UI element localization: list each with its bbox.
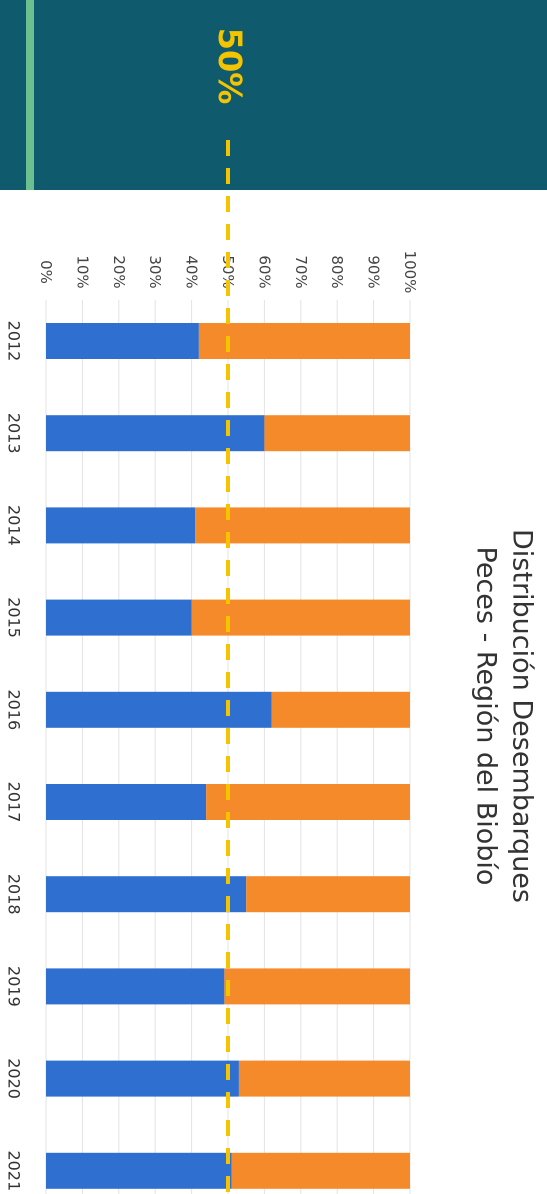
value-tick-label: 50% bbox=[219, 255, 237, 288]
bar-segment bbox=[46, 968, 225, 1005]
value-tick-label: 60% bbox=[255, 255, 273, 288]
bar-segment bbox=[191, 599, 410, 636]
bar-segment bbox=[46, 323, 199, 359]
bar-segment bbox=[238, 1060, 410, 1097]
bar-segment bbox=[195, 507, 410, 544]
bar-segment bbox=[46, 876, 247, 913]
bar-segment bbox=[46, 1060, 239, 1097]
value-tick-label: 20% bbox=[110, 255, 128, 288]
bar-segment bbox=[198, 323, 410, 359]
value-tick-label: 70% bbox=[292, 255, 310, 288]
bar-segment bbox=[46, 415, 265, 452]
bar-segment bbox=[46, 507, 196, 544]
header-banner: 50% bbox=[0, 0, 547, 190]
bar-segment bbox=[246, 876, 410, 913]
category-label: 2012 bbox=[5, 321, 24, 362]
category-label: 2016 bbox=[5, 689, 24, 730]
chart-title-line: Distribución Desembarques bbox=[507, 529, 538, 903]
value-tick-label: 30% bbox=[146, 255, 164, 288]
banner-accent-stripe bbox=[26, 0, 34, 190]
value-tick-label: 80% bbox=[328, 255, 346, 288]
bar-segment bbox=[264, 415, 410, 452]
value-tick-label: 40% bbox=[183, 255, 201, 288]
bar-segment bbox=[224, 968, 410, 1005]
value-tick-label: 0% bbox=[37, 260, 55, 284]
category-label: 2015 bbox=[5, 597, 24, 638]
category-label: 2013 bbox=[5, 413, 24, 454]
category-label: 2019 bbox=[5, 966, 24, 1007]
category-label: 2017 bbox=[5, 782, 24, 823]
value-tick-label: 90% bbox=[365, 255, 383, 288]
bar-segment bbox=[46, 691, 272, 728]
bar-segment bbox=[46, 1152, 232, 1189]
bar-segment bbox=[46, 784, 207, 820]
category-label: 2014 bbox=[5, 505, 24, 546]
chart-title-line: Peces - Región del Biobío bbox=[471, 547, 502, 886]
value-tick-label: 10% bbox=[73, 255, 91, 288]
bar-segment bbox=[206, 784, 410, 820]
category-label: 2018 bbox=[5, 874, 24, 915]
category-label: 2020 bbox=[5, 1058, 24, 1099]
category-label: 2021 bbox=[5, 1150, 24, 1191]
bar-segment bbox=[271, 691, 410, 728]
value-tick-label: 100% bbox=[401, 251, 419, 294]
bar-segment bbox=[46, 599, 192, 636]
bar-segment bbox=[231, 1152, 410, 1189]
